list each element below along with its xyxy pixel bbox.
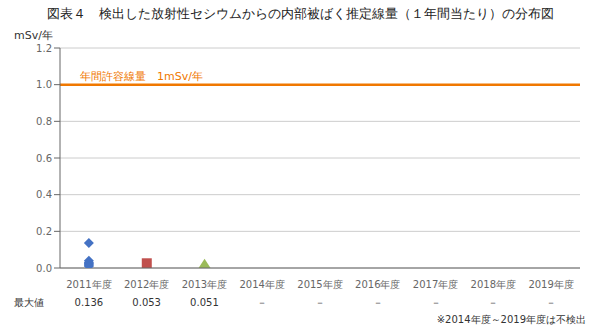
svg-text:2012年度: 2012年度 [124, 279, 169, 290]
svg-text:2011年度: 2011年度 [66, 279, 111, 290]
svg-text:0.8: 0.8 [36, 116, 52, 127]
svg-text:2016年度: 2016年度 [355, 279, 400, 290]
svg-text:－: － [257, 297, 267, 308]
svg-text:－: － [315, 297, 325, 308]
svg-text:－: － [488, 297, 498, 308]
html-text:mSv/年: mSv/年 [14, 29, 53, 42]
svg-text:最大値: 最大値 [14, 297, 44, 308]
svg-text:2019年度: 2019年度 [528, 279, 573, 290]
html-text:図表４ 検出した放射性セシウムからの内部被ばく推定線量（１年: 図表４ 検出した放射性セシウムからの内部被ばく推定線量（１年間当たり）の分布図 [46, 6, 554, 21]
svg-text:0.4: 0.4 [36, 189, 52, 200]
svg-text:0.0: 0.0 [36, 263, 52, 274]
svg-text:2017年度: 2017年度 [413, 279, 458, 290]
svg-text:2018年度: 2018年度 [471, 279, 516, 290]
svg-text:年間許容線量 1mSv/年: 年間許容線量 1mSv/年 [80, 70, 203, 83]
svg-text:2014年度: 2014年度 [239, 279, 284, 290]
svg-text:1.0: 1.0 [36, 79, 52, 90]
svg-text:－: － [373, 297, 383, 308]
html-text:※2014年度～2019年度は不検出: ※2014年度～2019年度は不検出 [436, 314, 586, 325]
svg-text:0.053: 0.053 [132, 297, 161, 308]
svg-text:0.136: 0.136 [75, 297, 104, 308]
svg-text:－: － [546, 297, 556, 308]
svg-text:1.2: 1.2 [36, 43, 52, 54]
svg-text:2015年度: 2015年度 [297, 279, 342, 290]
svg-text:0.2: 0.2 [36, 226, 52, 237]
svg-text:－: － [431, 297, 441, 308]
svg-text:0.051: 0.051 [190, 297, 219, 308]
svg-text:2013年度: 2013年度 [182, 279, 227, 290]
svg-text:0.6: 0.6 [36, 153, 52, 164]
